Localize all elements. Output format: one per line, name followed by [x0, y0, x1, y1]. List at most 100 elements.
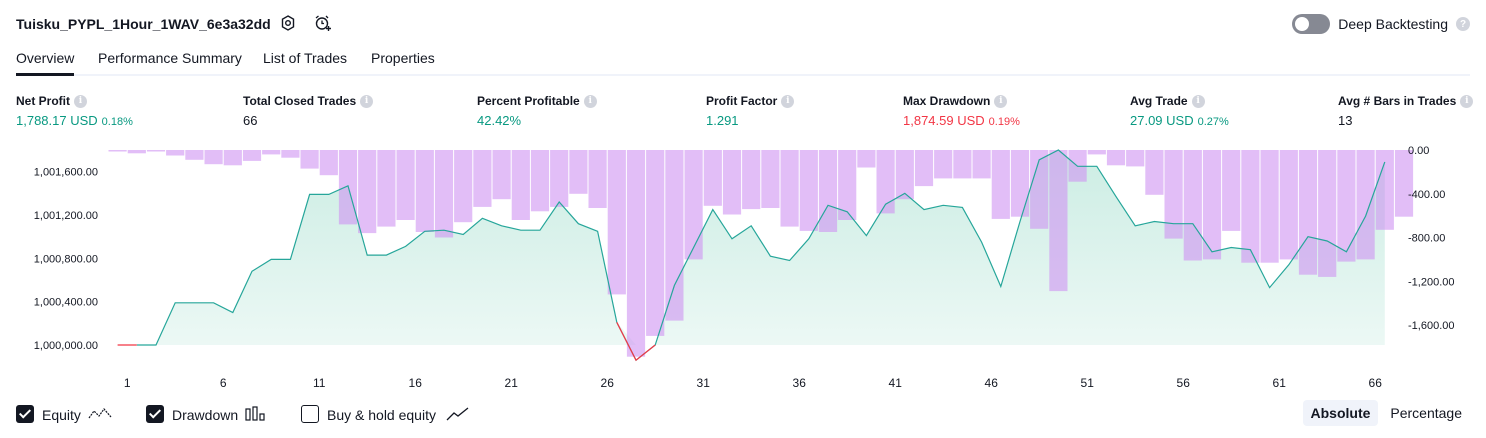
drawdown-bar — [492, 150, 511, 200]
metric-value-row: 42.42% — [477, 113, 597, 128]
metric-label-text: Net Profit — [16, 94, 70, 108]
drawdown-bar — [818, 150, 838, 232]
drawdown-bar — [146, 150, 166, 152]
drawdown-bar — [665, 150, 684, 321]
info-icon[interactable]: i — [1460, 94, 1474, 108]
drawdown-bar — [166, 150, 185, 156]
tab-performance-summary[interactable]: Performance Summary — [98, 50, 242, 66]
drawdown-bar — [838, 150, 857, 220]
drawdown-bar — [1222, 150, 1241, 231]
info-icon[interactable]: i — [360, 94, 374, 108]
tab-properties[interactable]: Properties — [371, 50, 435, 66]
tab-overview[interactable]: Overview — [16, 50, 75, 76]
info-icon[interactable]: i — [994, 94, 1008, 108]
drawdown-bar — [473, 150, 492, 207]
drawdown-bar — [876, 150, 895, 214]
equity-area — [136, 150, 1385, 345]
drawdown-bar — [588, 150, 607, 208]
settings-icon[interactable] — [278, 13, 298, 33]
help-icon[interactable]: ? — [1456, 17, 1470, 31]
metric-value-row: 27.09 USD 0.27% — [1130, 113, 1229, 128]
avg-bars-in-trades-metric: Avg # Bars in Trades i 13 — [1338, 94, 1474, 128]
left-axis-tick: 1,000,400.00 — [34, 297, 98, 309]
drawdown-bar — [914, 150, 934, 187]
drawdown-bar — [127, 150, 146, 154]
metric-value-row: 1.291 — [706, 113, 794, 128]
right-axis-tick: -800.00 — [1408, 233, 1445, 245]
right-axis-tick: -1,200.00 — [1408, 276, 1454, 288]
drawdown-bar — [396, 150, 415, 220]
drawdown-bar — [1087, 150, 1106, 155]
right-axis-tick: -400.00 — [1408, 189, 1445, 201]
metric-value: 1,874.59 USD — [903, 113, 985, 128]
drawdown-bar — [434, 150, 454, 238]
drawdown-bar — [646, 150, 665, 336]
x-axis-tick: 61 — [1273, 376, 1287, 390]
drawdown-bar — [242, 150, 262, 161]
info-icon[interactable]: i — [781, 94, 795, 108]
drawdown-bar — [1279, 150, 1298, 260]
drawdown-bar — [722, 150, 742, 215]
drawdown-bar — [1145, 150, 1164, 195]
x-axis-tick: 11 — [313, 376, 326, 390]
info-icon[interactable]: i — [74, 94, 87, 108]
drawdown-bar — [185, 150, 204, 160]
drawdown-bar — [972, 150, 991, 179]
report-header: Tuisku_PYPL_1Hour_1WAV_6e3a32dd Deep Bac… — [0, 0, 1486, 46]
drawdown-bar — [262, 150, 281, 155]
drawdown-bar — [1337, 150, 1356, 262]
deep-backtesting-label: Deep Backtesting — [1338, 16, 1448, 32]
total-closed-trades-metric: Total Closed Trades i 66 — [243, 94, 374, 128]
drawdown-bar — [761, 150, 780, 208]
percentage-mode-button[interactable]: Percentage — [1390, 405, 1462, 421]
alarm-add-icon[interactable] — [313, 13, 333, 33]
drawdown-bar — [607, 150, 626, 295]
x-axis-tick: 36 — [793, 376, 807, 390]
drawdown-bar — [1375, 150, 1394, 230]
x-axis-tick: 51 — [1081, 376, 1095, 390]
info-icon[interactable]: i — [583, 94, 597, 108]
metric-value: 27.09 USD — [1130, 113, 1194, 128]
metric-label-text: Total Closed Trades — [243, 94, 357, 108]
drawdown-bar — [530, 150, 550, 212]
info-icon[interactable]: i — [1191, 94, 1205, 108]
metric-label: Profit Factor i — [706, 94, 795, 108]
x-axis-tick: 1 — [124, 376, 131, 390]
drawdown-bar — [319, 150, 338, 176]
drawdown-bar — [108, 150, 127, 152]
drawdown-bar — [626, 150, 646, 357]
drawdown-bar — [1126, 150, 1145, 167]
equity-line-icon — [88, 408, 112, 419]
drawdown-bar — [569, 150, 588, 194]
drawdown-bar — [1260, 150, 1279, 263]
report-tabs: Overview Performance Summary List of Tra… — [16, 46, 1470, 76]
drawdown-checkbox[interactable] — [146, 405, 164, 423]
drawdown-bar — [742, 150, 761, 210]
drawdown-bar — [953, 150, 972, 179]
drawdown-bar — [358, 150, 377, 234]
metric-label-text: Avg Trade — [1130, 94, 1188, 108]
metric-label: Avg Trade i — [1130, 94, 1229, 108]
drawdown-bar — [895, 150, 914, 200]
absolute-mode-button[interactable]: Absolute — [1302, 400, 1379, 426]
left-axis-tick: 1,000,800.00 — [34, 253, 98, 265]
drawdown-bar — [799, 150, 818, 231]
buy-hold-checkbox[interactable] — [301, 405, 319, 423]
metric-label: Net Profit i — [16, 94, 133, 108]
x-axis-tick: 16 — [409, 376, 423, 390]
strategy-title: Tuisku_PYPL_1Hour_1WAV_6e3a32dd — [16, 16, 271, 32]
drawdown-legend-label: Drawdown — [172, 407, 239, 423]
metric-label-text: Max Drawdown — [903, 94, 991, 108]
deep-backtesting-toggle[interactable] — [1292, 14, 1331, 34]
metric-label: Total Closed Trades i — [243, 94, 374, 108]
equity-legend-label: Equity — [42, 407, 81, 423]
equity-checkbox[interactable] — [16, 405, 34, 423]
metric-label-text: Profit Factor — [706, 94, 778, 108]
deep-backtesting: Deep Backtesting ? — [1292, 14, 1470, 34]
x-axis-tick: 31 — [697, 376, 711, 390]
tab-list-of-trades[interactable]: List of Trades — [263, 50, 348, 66]
drawdown-bar — [1106, 150, 1126, 166]
drawdown-bar — [703, 150, 722, 206]
drawdown-bar — [1010, 150, 1030, 217]
drawdown-bar — [550, 150, 569, 207]
